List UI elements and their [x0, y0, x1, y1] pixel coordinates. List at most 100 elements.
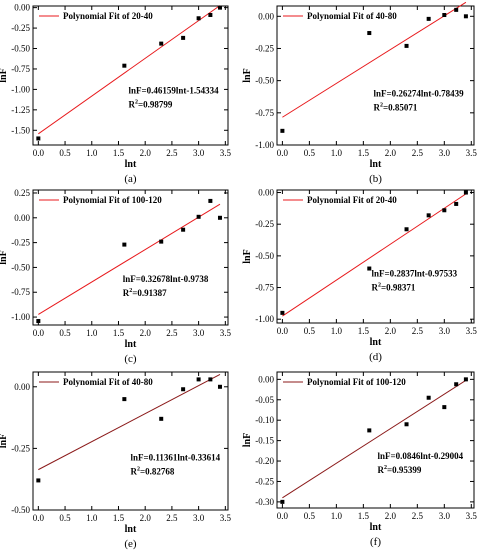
x-tick-label: 0.5 [59, 148, 71, 158]
data-point [181, 36, 185, 40]
x-tick-label: 1.0 [331, 148, 343, 158]
fit-equation: lnF=0.11361lnt-0.33614 [131, 452, 221, 462]
fit-equation: lnF=0.26274lnt-0.78439 [374, 88, 465, 98]
data-point [280, 129, 284, 133]
legend-label: Polynomial Fit of 20-40 [63, 11, 153, 21]
data-point [36, 136, 40, 140]
y-axis-label: lnF [242, 249, 253, 263]
x-tick-label: 3.5 [466, 148, 478, 158]
x-tick-label: 1.0 [331, 511, 343, 521]
data-point [159, 417, 163, 421]
legend-label: Polynomial Fit of 40-80 [307, 11, 397, 21]
y-tick-label: 0.00 [258, 11, 274, 21]
y-tick-label: 0.00 [14, 3, 30, 13]
x-tick-label: 0.0 [33, 513, 45, 523]
x-tick-label: 3.0 [193, 148, 205, 158]
data-point [405, 227, 409, 231]
y-tick-label: -0.05 [255, 395, 274, 405]
data-point [454, 8, 458, 12]
y-tick-label: 0.00 [14, 382, 30, 392]
y-tick-label: -1.25 [11, 105, 30, 115]
x-axis-label: lnt [125, 159, 137, 170]
y-tick-label: -0.25 [255, 219, 274, 229]
x-tick-label: 2.0 [385, 511, 397, 521]
y-tick-label: -1.00 [11, 84, 30, 94]
fit-equation: lnF=0.0846lnt-0.29004 [377, 451, 463, 461]
y-axis-label: lnF [0, 250, 9, 264]
y-tick-label: -0.50 [255, 251, 274, 261]
x-tick-label: 2.5 [166, 513, 178, 523]
data-point [181, 387, 185, 391]
data-point [218, 6, 222, 10]
data-point [197, 215, 201, 219]
data-point [442, 405, 446, 409]
y-tick-label: -1.50 [11, 125, 30, 135]
y-tick-label: -0.30 [255, 497, 274, 507]
fit-line [282, 380, 466, 497]
panel-label: (e) [124, 538, 137, 550]
legend-label: Polynomial Fit of 100-120 [63, 195, 162, 205]
x-tick-label: 0.0 [277, 326, 289, 336]
x-tick-label: 0.0 [33, 148, 45, 158]
y-tick-label: -0.25 [255, 476, 274, 486]
y-tick-label: -0.50 [11, 262, 30, 272]
x-tick-label: 0.5 [304, 148, 316, 158]
data-point [218, 385, 222, 389]
y-tick-label: -0.20 [255, 456, 274, 466]
y-tick-label: -0.25 [255, 43, 274, 53]
y-axis-label: lnF [242, 433, 253, 447]
legend-label: Polynomial Fit of 20-40 [307, 195, 397, 205]
data-point [197, 377, 201, 381]
data-point [464, 191, 468, 195]
x-tick-label: 2.0 [385, 148, 397, 158]
data-point [122, 397, 126, 401]
x-axis-label: lnt [125, 339, 137, 350]
x-tick-label: 3.0 [193, 328, 205, 338]
x-tick-label: 1.5 [113, 148, 125, 158]
y-tick-label: -0.75 [255, 283, 274, 293]
x-tick-label: 1.5 [358, 148, 370, 158]
x-tick-label: 3.5 [220, 513, 232, 523]
data-point [159, 42, 163, 46]
y-tick-label: 0.00 [258, 374, 274, 384]
x-tick-label: 2.0 [140, 148, 152, 158]
x-axis-label: lnt [125, 524, 137, 535]
y-tick-label: -1.00 [11, 312, 30, 322]
x-tick-label: 2.0 [140, 328, 152, 338]
y-axis-label: lnF [0, 434, 9, 448]
data-point [197, 16, 201, 20]
data-point [454, 382, 458, 386]
data-point [405, 44, 409, 48]
data-point [208, 199, 212, 203]
plot-frame [277, 372, 474, 508]
y-tick-label: -1.00 [255, 140, 274, 150]
y-tick-label: 0.25 [14, 188, 30, 198]
y-tick-label: -0.75 [11, 64, 30, 74]
y-axis-label: lnF [242, 68, 253, 82]
y-tick-label: -0.10 [255, 415, 274, 425]
y-tick-label: -0.50 [11, 505, 30, 515]
data-point [427, 213, 431, 217]
plot-frame [33, 190, 228, 325]
data-point [122, 64, 126, 68]
x-tick-label: 2.0 [140, 513, 152, 523]
r-squared: R2=0.82768 [131, 466, 175, 476]
data-point [464, 14, 468, 18]
data-point [454, 202, 458, 206]
data-point [442, 208, 446, 212]
y-tick-label: 0.00 [258, 188, 274, 198]
x-tick-label: 2.5 [412, 148, 424, 158]
data-point [208, 13, 212, 17]
plot-frame [33, 6, 228, 145]
x-tick-label: 2.0 [385, 326, 397, 336]
y-tick-label: -0.75 [255, 108, 274, 118]
r-squared: R2=0.85071 [374, 102, 418, 112]
fit-equation: lnF=0.2837lnt-0.97533 [372, 268, 458, 278]
x-tick-label: 0.5 [59, 328, 71, 338]
x-tick-label: 2.5 [412, 326, 424, 336]
x-tick-label: 3.0 [439, 326, 451, 336]
data-point [367, 428, 371, 432]
x-tick-label: 3.5 [466, 511, 478, 521]
